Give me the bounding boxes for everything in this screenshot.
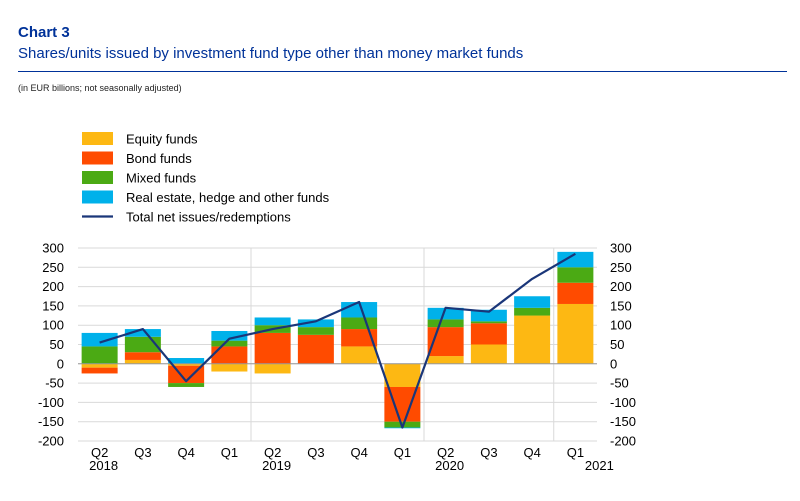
x-tick-label: Q2	[264, 445, 281, 460]
x-tick-label: Q4	[350, 445, 367, 460]
bar-mixed	[514, 307, 551, 316]
unit-note: (in EUR billions; not seasonally adjuste…	[18, 83, 182, 93]
bar-bond	[124, 352, 161, 360]
bar-real_estate	[124, 329, 161, 337]
x-tick-label: Q2	[91, 445, 108, 460]
x-tick-label: Q3	[480, 445, 497, 460]
y-tick-label-right: 150	[610, 298, 632, 313]
bar-equity	[341, 346, 378, 364]
y-tick-label-right: 200	[610, 279, 632, 294]
x-tick-label: Q1	[394, 445, 411, 460]
title-divider	[18, 71, 787, 72]
bar-mixed	[211, 340, 248, 347]
bar-real_estate	[254, 317, 291, 326]
bar-equity	[124, 359, 161, 364]
x-tick-label: Q4	[177, 445, 194, 460]
x-tick-label: Q3	[307, 445, 324, 460]
y-tick-label-left: 50	[50, 337, 64, 352]
legend-swatch-bond	[82, 151, 113, 165]
legend-label: Real estate, hedge and other funds	[126, 190, 330, 205]
total-line	[99, 252, 576, 429]
y-tick-label-left: -100	[38, 395, 64, 410]
y-tick-label-left: 300	[42, 241, 64, 256]
bar-real_estate	[211, 330, 248, 341]
bar-bond	[557, 282, 594, 304]
y-tick-label-right: 100	[610, 318, 632, 333]
bar-equity	[168, 363, 205, 366]
x-tick-label: Q1	[567, 445, 584, 460]
bar-equity	[427, 356, 464, 364]
y-tick-label-right: 250	[610, 260, 632, 275]
x-tick-label: Q1	[221, 445, 238, 460]
bar-real_estate	[557, 251, 594, 268]
bar-equity	[254, 363, 291, 374]
bar-mixed	[427, 319, 464, 328]
bar-equity	[211, 363, 248, 372]
bar-real_estate	[470, 309, 507, 322]
y-tick-label-right: 50	[610, 337, 624, 352]
bar-bond	[297, 334, 334, 364]
bar-bond	[470, 323, 507, 345]
x-year-label: 2018	[89, 458, 118, 473]
chart-title: Shares/units issued by investment fund t…	[18, 45, 524, 62]
x-year-label: 2019	[262, 458, 291, 473]
bar-mixed	[81, 346, 118, 364]
y-tick-label-left: 200	[42, 279, 64, 294]
bar-real_estate	[427, 307, 464, 320]
bar-mixed	[557, 267, 594, 283]
x-tick-label: Q2	[437, 445, 454, 460]
bar-real_estate	[297, 319, 334, 328]
y-tick-label-right: -150	[610, 414, 636, 429]
bar-equity	[81, 363, 118, 368]
chart-number: Chart 3	[18, 24, 70, 41]
y-tick-label-left: 100	[42, 318, 64, 333]
y-tick-label-right: 0	[610, 356, 617, 371]
bar-bond	[81, 367, 118, 374]
bar-bond	[341, 329, 378, 347]
y-tick-label-left: -50	[45, 376, 64, 391]
legend-label: Total net issues/redemptions	[126, 210, 291, 225]
bar-equity	[514, 315, 551, 364]
bar-equity	[384, 363, 421, 387]
bar-mixed	[470, 321, 507, 324]
bar-bond	[211, 346, 248, 364]
bar-real_estate	[81, 332, 118, 347]
bar-mixed	[168, 383, 205, 387]
legend-swatch-mixed	[82, 171, 113, 184]
bar-equity	[470, 344, 507, 364]
bar-real_estate	[168, 358, 205, 364]
x-year-label: 2020	[435, 458, 464, 473]
bar-bond	[254, 332, 291, 364]
bar-mixed	[341, 317, 378, 330]
x-tick-label: Q4	[523, 445, 540, 460]
y-tick-label-right: 300	[610, 241, 632, 256]
bar-real_estate	[514, 296, 551, 308]
legend-swatch-real_estate	[82, 190, 113, 204]
legend-label: Mixed funds	[126, 171, 197, 186]
y-tick-label-left: 150	[42, 298, 64, 313]
y-tick-label-right: -50	[610, 376, 629, 391]
y-tick-label-right: -100	[610, 395, 636, 410]
bar-mixed	[297, 327, 334, 335]
legend-label: Equity funds	[126, 132, 198, 147]
y-tick-label-left: 250	[42, 260, 64, 275]
y-tick-label-right: -200	[610, 434, 636, 449]
x-tick-label: Q3	[134, 445, 151, 460]
y-tick-label-left: -200	[38, 434, 64, 449]
legend-label: Bond funds	[126, 151, 192, 166]
y-tick-label-left: -150	[38, 414, 64, 429]
bar-equity	[557, 303, 594, 364]
legend-swatch-equity	[82, 132, 113, 145]
y-tick-label-left: 0	[57, 356, 64, 371]
x-year-label: 2021	[585, 458, 614, 473]
